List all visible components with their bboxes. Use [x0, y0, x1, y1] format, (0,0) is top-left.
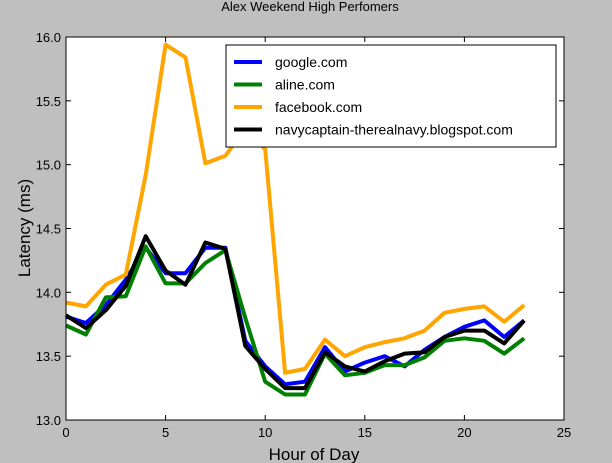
series-line-2 — [65, 42, 526, 375]
x-axis: 0 5 10 15 20 25 — [62, 37, 571, 440]
y-tick-label: 13.0 — [36, 413, 61, 428]
x-tick-label: 5 — [162, 425, 169, 440]
x-axis-label: Hour of Day — [269, 445, 360, 463]
y-tick-label: 14.0 — [36, 285, 61, 300]
series-line-1 — [65, 244, 526, 397]
legend-label-2: facebook.com — [275, 99, 362, 115]
legend-label-3: navycaptain-therealnavy.blogspot.com — [275, 122, 513, 138]
x-tick-label: 10 — [258, 425, 272, 440]
y-tick-label: 15.5 — [36, 94, 61, 109]
legend-label-1: aline.com — [275, 77, 335, 93]
y-axis-label: Latency (ms) — [15, 179, 34, 277]
y-tick-label: 15.0 — [36, 158, 61, 173]
y-tick-label: 13.5 — [36, 349, 61, 364]
legend: google.com aline.com facebook.com navycapta… — [225, 44, 557, 148]
chart-title: Alex Weekend High Perfomers — [221, 0, 399, 14]
series-lines — [64, 42, 526, 397]
legend-box — [225, 44, 557, 148]
x-tick-label: 15 — [358, 425, 372, 440]
y-tick-label: 16.0 — [36, 30, 61, 45]
x-tick-label: 0 — [62, 425, 69, 440]
y-tick-label: 14.5 — [36, 222, 61, 237]
x-tick-label: 20 — [457, 425, 471, 440]
plot-frame — [65, 36, 565, 421]
series-line-3 — [64, 234, 526, 391]
x-tick-label: 25 — [557, 425, 571, 440]
legend-label-0: google.com — [275, 54, 347, 70]
